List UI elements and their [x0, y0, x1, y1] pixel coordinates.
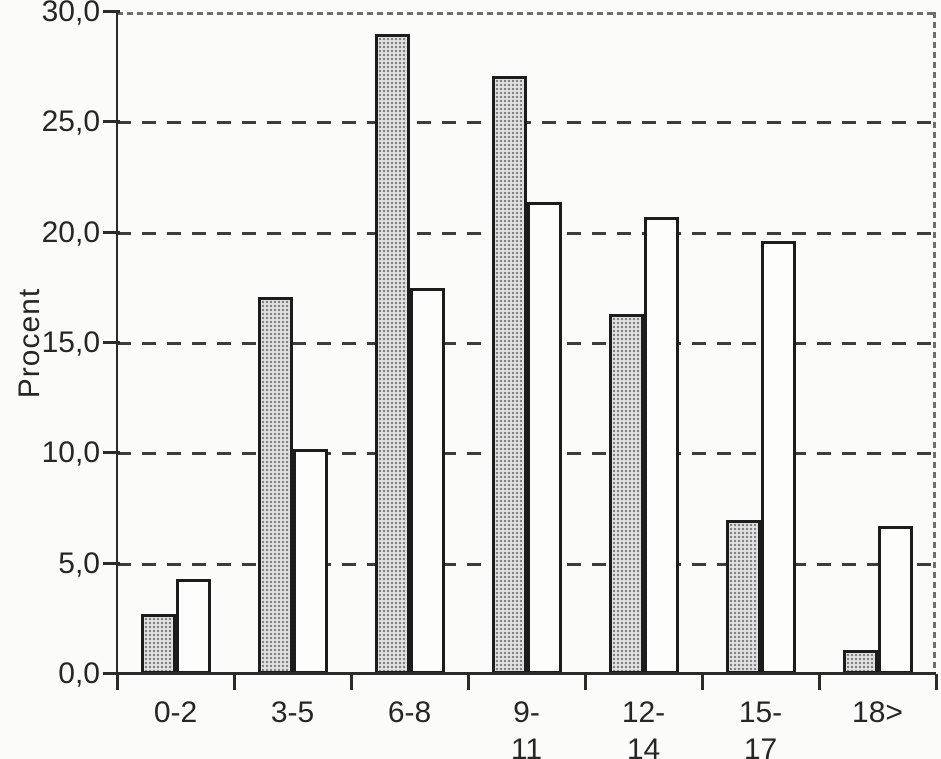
y-tick-label-25_0: 25,0 — [41, 105, 100, 139]
y-tick-0_0 — [103, 672, 120, 675]
x-tick-5 — [701, 674, 704, 690]
x-tick-0 — [116, 674, 119, 690]
y-tick-label-15_0: 15,0 — [41, 326, 100, 359]
x-category-label-line: 17 — [743, 733, 778, 759]
x-tick-7 — [935, 674, 938, 690]
plot-top-border — [117, 12, 936, 15]
bar-white-bars-6-8 — [410, 288, 445, 674]
bar-shaded-bars-9-11 — [492, 76, 527, 674]
x-category-label-12-14: 12- 14 — [585, 694, 702, 759]
x-category-label-18>: 18> — [819, 694, 936, 731]
y-tick-30_0 — [103, 10, 120, 13]
x-category-label-line: 18> — [852, 696, 903, 729]
y-tick-label-10_0: 10,0 — [41, 436, 100, 470]
bar-white-bars-15-17 — [761, 241, 796, 674]
y-tick-label-30_0: 30,0 — [41, 0, 100, 28]
bar-shaded-bars-12-14 — [609, 314, 644, 674]
y-tick-label-20_0: 20,0 — [41, 215, 100, 249]
x-category-label-9-11: 9- 11 — [468, 694, 585, 759]
x-category-label-line: 9- — [513, 696, 540, 729]
bar-shaded-bars-3-5 — [258, 297, 293, 674]
bar-white-bars-0-2 — [176, 579, 211, 674]
bar-white-bars-18> — [878, 526, 913, 674]
y-tick-25_0 — [103, 120, 120, 124]
bar-shaded-bars-15-17 — [726, 520, 761, 674]
x-category-label-15-17: 15- 17 — [702, 694, 819, 759]
x-category-label-3-5: 3-5 — [234, 694, 351, 731]
x-category-label-line: 0-2 — [153, 696, 198, 729]
x-category-label-line: 6-8 — [387, 696, 432, 729]
bar-white-bars-3-5 — [293, 449, 328, 674]
x-category-label-0-2: 0-2 — [117, 694, 234, 731]
y-tick-label-0_0: 0,0 — [58, 657, 100, 690]
x-tick-1 — [233, 674, 236, 690]
x-category-label-line: 15- — [738, 696, 783, 729]
y-tick-20_0 — [103, 230, 120, 234]
bar-shaded-bars-18> — [843, 650, 878, 674]
x-category-label-line: 14 — [626, 733, 661, 759]
x-tick-4 — [584, 674, 587, 690]
x-tick-2 — [350, 674, 353, 690]
bar-white-bars-12-14 — [644, 217, 679, 674]
x-tick-3 — [467, 674, 470, 690]
x-category-label-line: 3-5 — [270, 696, 315, 729]
y-tick-5_0 — [103, 561, 120, 565]
y-axis — [116, 12, 118, 676]
x-category-label-line: 11 — [510, 733, 543, 759]
bar-shaded-bars-0-2 — [141, 614, 176, 674]
bar-shaded-bars-6-8 — [375, 34, 410, 674]
bar-white-bars-9-11 — [527, 202, 562, 674]
plot-right-border — [933, 12, 936, 674]
x-category-label-6-8: 6-8 — [351, 694, 468, 731]
x-category-label-line: 12- — [621, 696, 666, 729]
x-tick-6 — [818, 674, 821, 690]
y-tick-15_0 — [103, 341, 120, 344]
y-tick-label-5_0: 5,0 — [58, 546, 100, 580]
x-axis — [116, 672, 936, 675]
y-tick-10_0 — [103, 451, 120, 455]
